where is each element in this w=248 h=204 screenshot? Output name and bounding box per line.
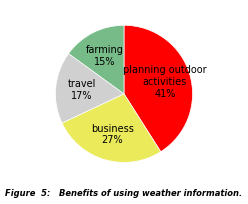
Wedge shape <box>68 25 124 94</box>
Text: business
27%: business 27% <box>91 124 134 145</box>
Wedge shape <box>124 25 192 152</box>
Text: Figure  5:   Benefits of using weather information.: Figure 5: Benefits of using weather info… <box>5 189 243 198</box>
Text: farming
15%: farming 15% <box>86 45 124 67</box>
Text: travel
17%: travel 17% <box>67 79 96 101</box>
Text: planning outdoor
activities
41%: planning outdoor activities 41% <box>123 65 207 99</box>
Wedge shape <box>56 54 124 123</box>
Wedge shape <box>62 94 161 162</box>
